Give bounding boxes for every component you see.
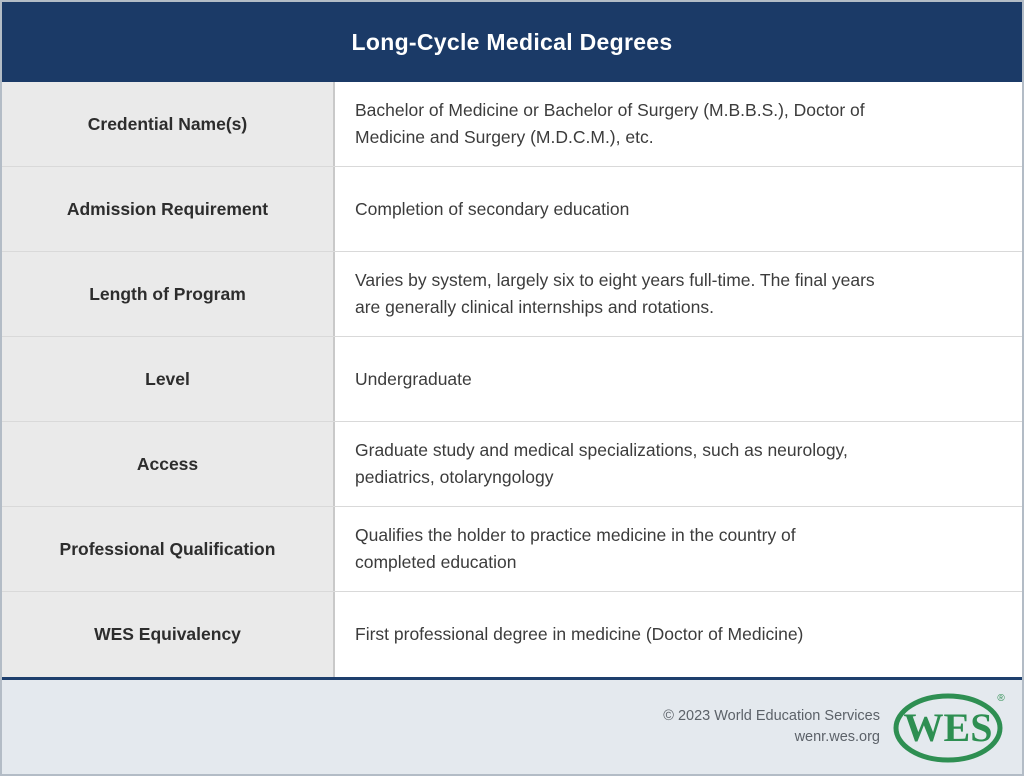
table-row: Length of Program Varies by system, larg… bbox=[2, 252, 1022, 337]
registered-trademark-icon: ® bbox=[997, 693, 1005, 704]
table-row: Access Graduate study and medical specia… bbox=[2, 422, 1022, 507]
table-row: Professional Qualification Qualifies the… bbox=[2, 507, 1022, 592]
row-label: Length of Program bbox=[2, 252, 335, 336]
table-row: WES Equivalency First professional degre… bbox=[2, 592, 1022, 677]
wes-logo-icon: WES ® bbox=[893, 693, 1005, 763]
table-row: Level Undergraduate bbox=[2, 337, 1022, 422]
row-value: Undergraduate bbox=[355, 368, 472, 389]
footer-credit: © 2023 World Education Services wenr.wes… bbox=[663, 706, 880, 748]
row-value: Bachelor of Medicine or Bachelor of Surg… bbox=[355, 100, 865, 147]
wes-logo-text: WES bbox=[904, 705, 993, 750]
website-text: wenr.wes.org bbox=[794, 729, 880, 745]
credential-table: Credential Name(s) Bachelor of Medicine … bbox=[2, 82, 1022, 677]
row-label: Professional Qualification bbox=[2, 507, 335, 591]
row-label: WES Equivalency bbox=[2, 592, 335, 677]
table-row: Credential Name(s) Bachelor of Medicine … bbox=[2, 82, 1022, 167]
page-title: Long-Cycle Medical Degrees bbox=[351, 28, 673, 55]
row-label: Credential Name(s) bbox=[2, 82, 335, 166]
row-label: Level bbox=[2, 337, 335, 421]
row-label: Access bbox=[2, 422, 335, 506]
row-value: Completion of secondary education bbox=[355, 198, 630, 219]
row-value: Qualifies the holder to practice medicin… bbox=[355, 525, 796, 572]
table-row: Admission Requirement Completion of seco… bbox=[2, 167, 1022, 252]
row-value: First professional degree in medicine (D… bbox=[355, 624, 804, 644]
row-label: Admission Requirement bbox=[2, 167, 335, 251]
row-value: Varies by system, largely six to eight y… bbox=[355, 270, 875, 317]
copyright-text: © 2023 World Education Services bbox=[663, 708, 880, 724]
divider bbox=[2, 677, 1022, 680]
footer: © 2023 World Education Services wenr.wes… bbox=[2, 680, 1022, 774]
row-value: Graduate study and medical specializatio… bbox=[355, 440, 848, 487]
table-header: Long-Cycle Medical Degrees bbox=[2, 2, 1022, 82]
